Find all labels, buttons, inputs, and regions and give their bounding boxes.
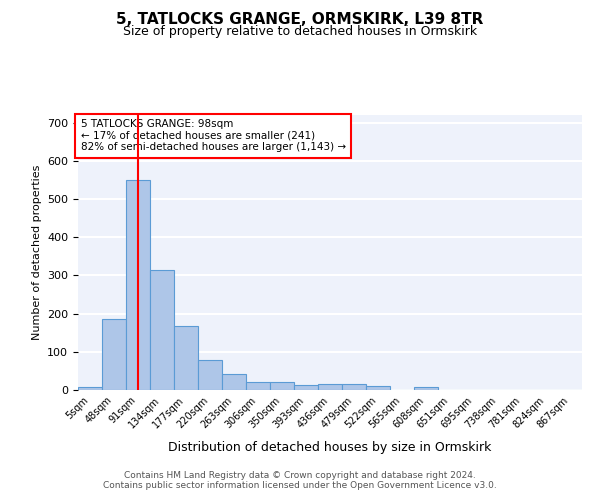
Bar — [246, 382, 270, 390]
Bar — [318, 384, 342, 390]
Bar — [342, 384, 366, 390]
Y-axis label: Number of detached properties: Number of detached properties — [32, 165, 41, 340]
Bar — [366, 386, 390, 390]
Bar — [174, 326, 198, 390]
Text: 5 TATLOCKS GRANGE: 98sqm
← 17% of detached houses are smaller (241)
82% of semi-: 5 TATLOCKS GRANGE: 98sqm ← 17% of detach… — [80, 119, 346, 152]
Bar — [414, 387, 438, 390]
Text: Contains HM Land Registry data © Crown copyright and database right 2024.
Contai: Contains HM Land Registry data © Crown c… — [103, 470, 497, 490]
Bar — [102, 318, 126, 390]
Bar — [222, 374, 246, 390]
Bar — [150, 270, 174, 390]
X-axis label: Distribution of detached houses by size in Ormskirk: Distribution of detached houses by size … — [169, 441, 491, 454]
Text: Size of property relative to detached houses in Ormskirk: Size of property relative to detached ho… — [123, 25, 477, 38]
Bar — [78, 387, 102, 390]
Text: 5, TATLOCKS GRANGE, ORMSKIRK, L39 8TR: 5, TATLOCKS GRANGE, ORMSKIRK, L39 8TR — [116, 12, 484, 28]
Bar — [198, 360, 222, 390]
Bar — [270, 382, 294, 390]
Bar — [126, 180, 150, 390]
Bar — [294, 385, 318, 390]
